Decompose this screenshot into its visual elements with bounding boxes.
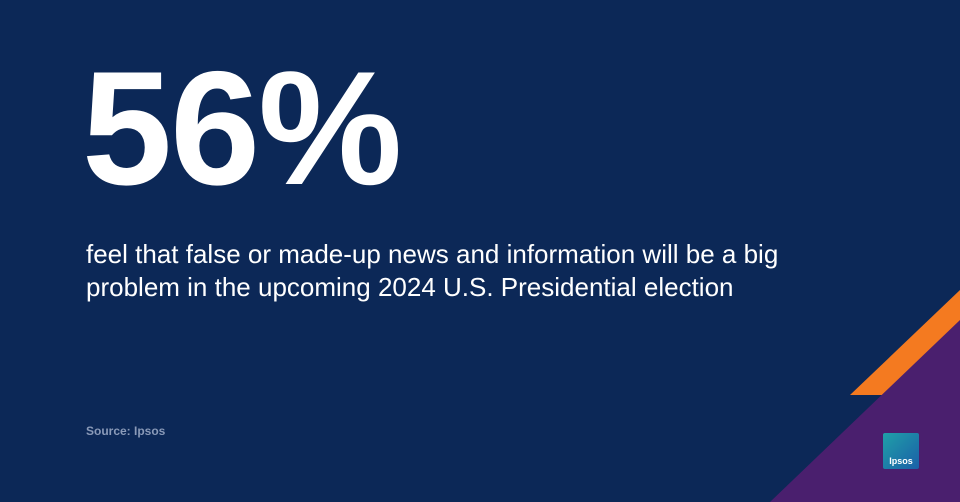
body-text: feel that false or made-up news and info… [86, 239, 779, 302]
headline: 56% [82, 38, 402, 219]
source: Source: Ipsos [86, 424, 166, 438]
logo-text: Ipsos [889, 456, 913, 466]
logo: Ipsos [883, 433, 919, 469]
